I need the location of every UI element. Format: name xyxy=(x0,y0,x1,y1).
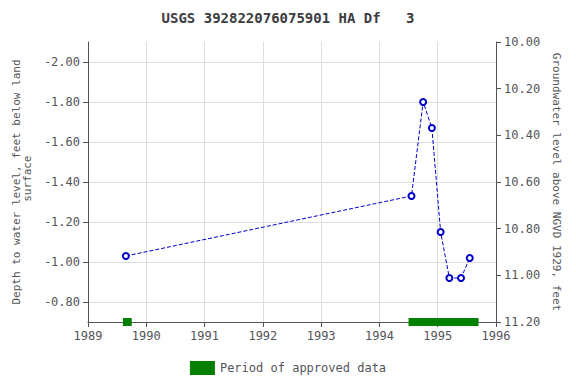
svg-text:Groundwater level above NGVD 1: Groundwater level above NGVD 1929, feet xyxy=(550,53,563,311)
svg-text:Depth to water level, feet bel: Depth to water level, feet below land xyxy=(10,59,23,305)
svg-text:-1.40: -1.40 xyxy=(44,175,80,189)
svg-text:-0.80: -0.80 xyxy=(44,295,80,309)
svg-text:1993: 1993 xyxy=(307,329,336,343)
svg-text:-2.00: -2.00 xyxy=(44,55,80,69)
svg-text:1991: 1991 xyxy=(190,329,219,343)
svg-text:10.20: 10.20 xyxy=(504,82,540,96)
svg-text:-1.20: -1.20 xyxy=(44,215,80,229)
svg-text:11.00: 11.00 xyxy=(504,268,540,282)
svg-text:10.00: 10.00 xyxy=(504,35,540,49)
svg-text:USGS 392822076075901 HA Df 3: USGS 392822076075901 HA Df 3 xyxy=(162,10,415,26)
svg-text:10.40: 10.40 xyxy=(504,128,540,142)
svg-text:1989: 1989 xyxy=(74,329,103,343)
svg-text:1996: 1996 xyxy=(482,329,511,343)
svg-text:11.20: 11.20 xyxy=(504,315,540,329)
svg-text:Period of approved data: Period of approved data xyxy=(220,361,386,375)
svg-text:-1.80: -1.80 xyxy=(44,95,80,109)
svg-text:1995: 1995 xyxy=(423,329,452,343)
svg-text:-1.60: -1.60 xyxy=(44,135,80,149)
svg-text:1994: 1994 xyxy=(365,329,394,343)
svg-text:surface: surface xyxy=(21,156,34,209)
svg-text:-1.00: -1.00 xyxy=(44,255,80,269)
svg-text:1990: 1990 xyxy=(132,329,161,343)
svg-text:10.80: 10.80 xyxy=(504,222,540,236)
svg-text:1992: 1992 xyxy=(248,329,277,343)
svg-text:10.60: 10.60 xyxy=(504,175,540,189)
